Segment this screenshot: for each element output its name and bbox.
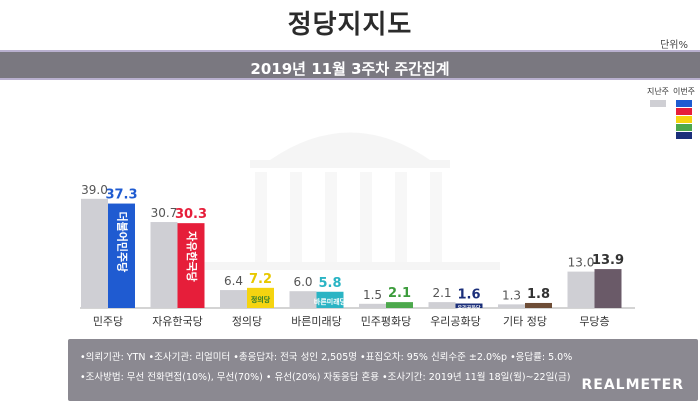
- category-label-2: 정의당: [232, 315, 262, 328]
- bars: 39.037.3 더불어민주당 30.730.3 자유한국당 6.4 7.2 정의당 6.0 5…: [81, 183, 624, 311]
- bar-prev-6: [498, 304, 525, 308]
- bar-party-logo-5: 우리공화당: [457, 304, 480, 311]
- value-label-curr-5: 1.6: [457, 288, 480, 303]
- chart-subtitle: 2019년 11월 3주차 주간집계: [250, 60, 450, 78]
- value-label-curr-7: 13.9: [592, 253, 624, 268]
- subtitle-bar: 2019년 11월 3주차 주간집계: [0, 50, 700, 80]
- page-title: 정당지지도: [287, 10, 413, 40]
- legend: 지난주 이번주: [647, 86, 695, 139]
- value-label-curr-1: 30.3: [175, 207, 207, 222]
- category-label-4: 민주평화당: [361, 315, 412, 328]
- bar-prev-3: [289, 291, 317, 308]
- bar-prev-7: [567, 271, 595, 308]
- category-label-5: 우리공화당: [430, 315, 481, 328]
- bar-party-logo-1: 자유한국당: [185, 231, 199, 282]
- bar-curr-2: [247, 287, 274, 308]
- category-labels: 민주당 자유한국당 정의당 바른미래당 민주평화당 우리공화당 기타 정당 무당층: [93, 315, 610, 328]
- bar-curr-3: [316, 291, 344, 308]
- legend-curr-swatch-4: [676, 132, 692, 139]
- unit-label: 단위%: [660, 40, 688, 51]
- bar-party-logo-0: 더불어민주당: [116, 212, 130, 273]
- bar-party-logo-2: 정의당: [251, 295, 271, 304]
- bar-prev-4: [359, 303, 386, 308]
- survey-info-line-1: •의뢰기관: YTN •조사기관: 리얼미터 •총응답자: 전국 성인 2,50…: [80, 352, 573, 363]
- bar-chart: 지난주 이번주 39.037.3 더불어민주당 30.730.3 자유한국당 6.4 7.…: [80, 86, 695, 328]
- legend-curr-swatch-2: [676, 116, 692, 123]
- bar-curr-7: [594, 269, 622, 308]
- bar-curr-5: [455, 303, 483, 308]
- bar-curr-1: [177, 223, 205, 308]
- value-label-curr-6: 1.8: [527, 287, 550, 302]
- category-label-3: 바른미래당: [291, 315, 342, 328]
- survey-info-line-2: •조사방법: 무선 전화면접(10%), 무선(70%) • 유선(20%) 자…: [80, 372, 571, 383]
- value-label-curr-0: 37.3: [105, 188, 137, 203]
- category-label-0: 민주당: [93, 315, 123, 328]
- bar-curr-4: [386, 302, 413, 308]
- value-label-prev-0: 39.0: [81, 183, 108, 197]
- value-label-prev-4: 1.5: [363, 288, 382, 302]
- legend-curr-swatch-1: [676, 108, 692, 115]
- value-label-prev-1: 30.7: [151, 206, 178, 220]
- bar-prev-5: [428, 302, 456, 308]
- legend-curr-label: 이번주: [673, 86, 695, 96]
- value-label-prev-2: 6.4: [224, 274, 243, 288]
- bar-curr-6: [525, 302, 552, 308]
- bar-prev-1: [150, 222, 178, 308]
- value-label-curr-2: 7.2: [249, 272, 272, 287]
- category-label-1: 자유한국당: [152, 315, 203, 328]
- value-label-curr-4: 2.1: [388, 286, 411, 301]
- survey-info-panel: •의뢰기관: YTN •조사기관: 리얼미터 •총응답자: 전국 성인 2,50…: [68, 339, 698, 401]
- legend-curr-swatch-0: [676, 100, 692, 107]
- brand-logo: REALMETER: [581, 377, 684, 393]
- bar-prev-0: [81, 198, 108, 308]
- background-building: [200, 132, 500, 270]
- value-label-prev-7: 13.0: [568, 256, 595, 270]
- bar-curr-0: [108, 203, 135, 308]
- value-label-prev-5: 2.1: [432, 286, 451, 300]
- bar-prev-2: [220, 290, 247, 308]
- legend-prev-label: 지난주: [647, 87, 669, 96]
- value-label-prev-6: 1.3: [502, 288, 521, 302]
- value-label-curr-3: 5.8: [318, 276, 341, 291]
- category-label-6: 기타 정당: [503, 315, 547, 328]
- legend-prev-swatch: [650, 100, 666, 107]
- value-label-prev-3: 6.0: [293, 275, 312, 289]
- legend-curr-swatch-3: [676, 124, 692, 131]
- bar-party-logo-3: 바른미래당: [314, 297, 347, 306]
- category-label-7: 무당층: [579, 315, 609, 328]
